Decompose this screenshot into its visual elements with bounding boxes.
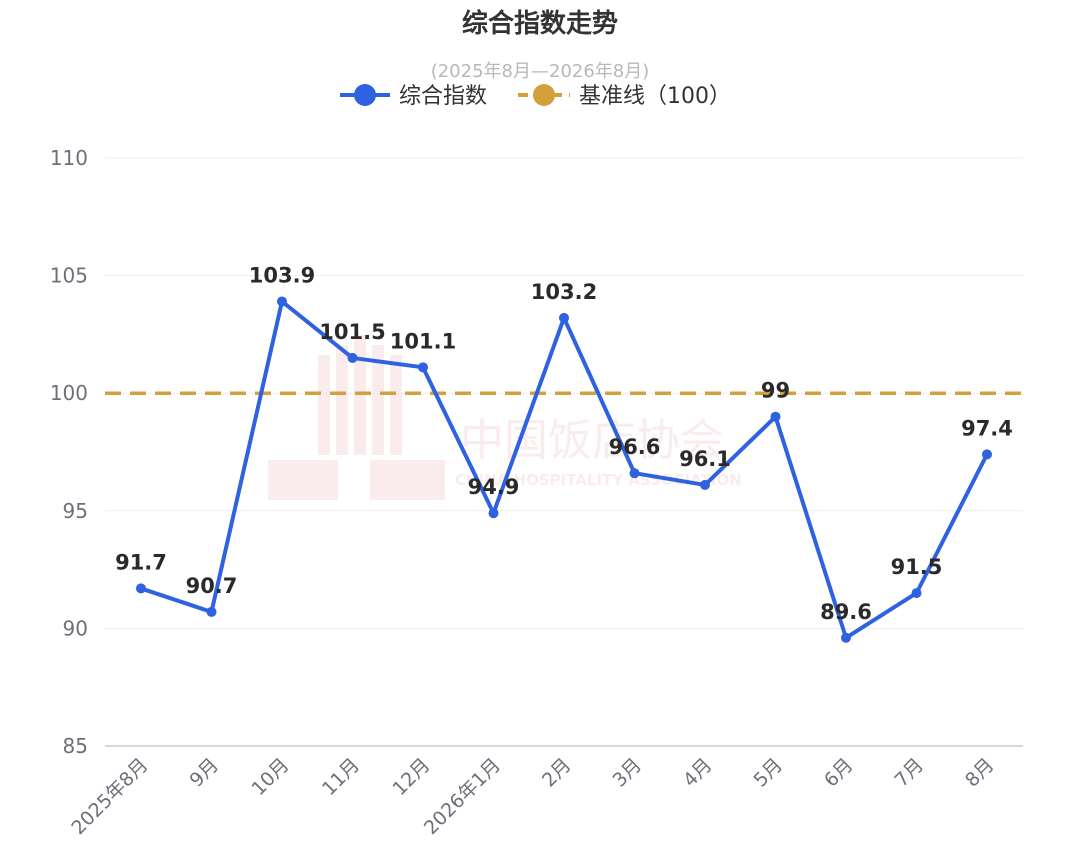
x-tick-label: 7月 <box>890 754 928 792</box>
x-tick-label: 2025年8月 <box>67 754 152 839</box>
legend-series-label: 综合指数 <box>399 84 487 109</box>
legend-item-series[interactable]: 综合指数 <box>340 84 487 109</box>
data-label: 96.6 <box>609 435 661 459</box>
data-point <box>700 479 710 490</box>
y-tick-label: 110 <box>50 146 88 170</box>
data-label: 99 <box>761 379 790 403</box>
legend-baseline-label: 基准线（100） <box>579 84 731 109</box>
y-tick-label: 105 <box>50 264 88 288</box>
data-label: 91.7 <box>115 550 167 574</box>
data-label: 91.5 <box>891 555 943 579</box>
x-tick-label: 11月 <box>318 754 364 800</box>
data-point <box>347 352 358 363</box>
y-tick-label: 95 <box>63 499 88 523</box>
x-tick-label: 4月 <box>679 754 717 792</box>
data-point <box>911 588 922 599</box>
data-point <box>982 449 992 460</box>
x-tick-label: 10月 <box>247 754 293 800</box>
legend: 综合指数 基准线（100） <box>340 84 731 109</box>
chart-subtitle: (2025年8月—2026年8月) <box>431 61 650 82</box>
data-point <box>277 296 287 307</box>
data-label: 103.9 <box>249 263 315 287</box>
data-point <box>418 362 428 373</box>
x-tick-label: 2月 <box>538 754 576 792</box>
data-label: 90.7 <box>186 574 238 598</box>
chart-title: 综合指数走势 <box>462 8 618 39</box>
data-point <box>136 583 146 594</box>
data-labels: 91.7 90.7 103.9 101.5 101.1 94.9 103.2 96.6 96.1… <box>115 263 1013 623</box>
data-point <box>488 508 499 519</box>
x-tick-label: 12月 <box>388 754 434 800</box>
data-label: 97.4 <box>961 416 1013 440</box>
legend-baseline-marker-icon <box>533 84 555 106</box>
watermark-text: 中国饭店协会 <box>460 415 724 466</box>
data-point <box>841 632 851 643</box>
x-tick-label: 5月 <box>749 754 787 792</box>
data-label: 103.2 <box>531 280 597 304</box>
y-tick-label: 85 <box>63 734 88 758</box>
watermark-subtext: CHINA HOSPITALITY ASSOCIATION <box>455 471 742 489</box>
data-label: 94.9 <box>468 475 520 499</box>
data-label: 101.5 <box>319 320 385 344</box>
series <box>136 296 992 643</box>
data-point <box>629 468 640 479</box>
watermark: 中国饭店协会 CHINA HOSPITALITY ASSOCIATION <box>268 335 742 500</box>
y-tick-label: 100 <box>50 381 88 405</box>
data-label: 101.1 <box>390 329 456 353</box>
watermark-logo <box>268 335 445 500</box>
data-point <box>559 312 569 323</box>
x-tick-label: 6月 <box>820 754 858 792</box>
series-line <box>139 299 989 640</box>
y-axis: 85 90 95 100 105 110 <box>50 146 88 758</box>
legend-series-marker-icon <box>354 84 376 106</box>
x-tick-label: 9月 <box>185 754 223 792</box>
data-label: 96.1 <box>679 447 731 471</box>
legend-item-baseline[interactable]: 基准线（100） <box>518 84 731 109</box>
data-point <box>770 411 781 422</box>
x-tick-label: 3月 <box>608 754 646 792</box>
data-label: 89.6 <box>820 600 872 624</box>
x-tick-label: 8月 <box>961 754 999 792</box>
data-point <box>206 606 217 617</box>
x-tick-label: 2026年1月 <box>420 754 505 839</box>
y-tick-label: 90 <box>63 616 88 640</box>
